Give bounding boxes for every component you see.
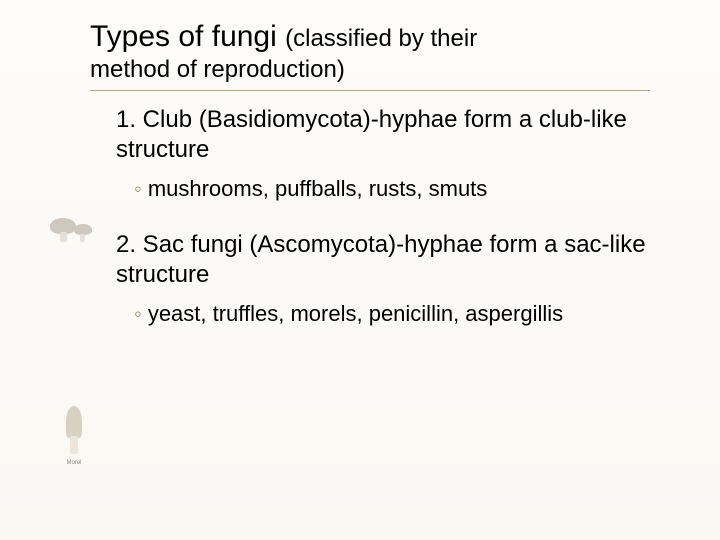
bullet-icon: ◦ bbox=[134, 301, 142, 326]
morel-icon: Morel bbox=[50, 406, 98, 466]
content-body: 1. Club (Basidiomycota)-hyphae form a cl… bbox=[90, 105, 700, 328]
item-1-heading: 1. Club (Basidiomycota)-hyphae form a cl… bbox=[116, 105, 700, 165]
item-2-heading: 2. Sac fungi (Ascomycota)-hyphae form a … bbox=[116, 230, 700, 290]
title-line2: method of reproduction) bbox=[90, 56, 700, 84]
title-underline bbox=[90, 90, 650, 91]
title-sub-inline: (classified by their bbox=[285, 25, 477, 52]
slide: Types of fungi (classified by their meth… bbox=[0, 0, 720, 540]
slide-title: Types of fungi (classified by their meth… bbox=[90, 20, 700, 84]
title-main: Types of fungi bbox=[90, 20, 285, 53]
mushroom-icon bbox=[50, 218, 98, 234]
morel-label: Morel bbox=[50, 460, 98, 466]
item-2-sub-text: yeast, truffles, morels, penicillin, asp… bbox=[148, 301, 563, 326]
item-1-sub: ◦mushrooms, puffballs, rusts, smuts bbox=[116, 175, 700, 204]
item-2-sub: ◦yeast, truffles, morels, penicillin, as… bbox=[116, 300, 700, 329]
bullet-icon: ◦ bbox=[134, 176, 142, 201]
item-1-sub-text: mushrooms, puffballs, rusts, smuts bbox=[148, 176, 488, 201]
